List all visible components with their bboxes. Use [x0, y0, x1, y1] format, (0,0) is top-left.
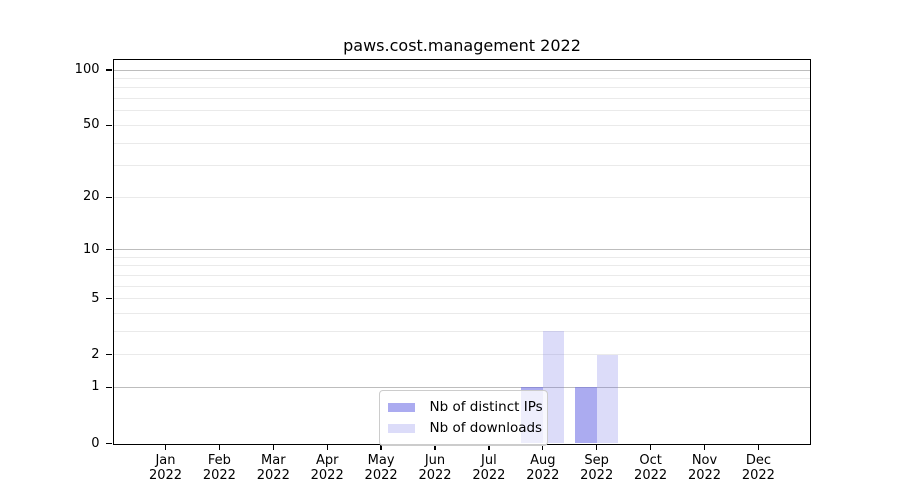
x-tick-month: Jul [481, 452, 497, 468]
gridline-80 [113, 87, 810, 89]
x-tick-month: Aug [530, 452, 556, 468]
x-tick-label-oct: Oct 2022 [634, 453, 667, 484]
bar-aug-nb-of-downloads [542, 331, 565, 444]
x-tick-year: 2022 [687, 468, 722, 483]
x-tick-year: 2022 [418, 468, 452, 483]
y-tick-label-20: 20 [82, 189, 100, 205]
x-tick-mar [272, 443, 274, 450]
x-tick-may [380, 443, 382, 450]
gridline-1 [113, 386, 810, 388]
y-tick-50 [105, 124, 112, 127]
x-tick-year: 2022 [364, 468, 398, 483]
x-tick-month: Oct [639, 452, 662, 468]
x-tick-label-may: May 2022 [365, 453, 398, 484]
gridline-100 [113, 69, 810, 71]
x-tick-label-jan: Jan 2022 [149, 453, 182, 484]
x-tick-label-mar: Mar 2022 [257, 453, 290, 484]
gridline-4 [113, 312, 810, 314]
gridline-30 [113, 165, 810, 167]
gridline-70 [113, 98, 810, 100]
x-tick-year: 2022 [741, 468, 775, 483]
gridline-40 [113, 142, 810, 144]
x-tick-apr [326, 443, 328, 450]
gridline-6 [113, 285, 810, 287]
gridline-3 [113, 330, 810, 332]
y-tick-5 [105, 297, 112, 300]
bar-sep-nb-of-downloads [596, 354, 619, 444]
gridline-9 [113, 256, 810, 258]
y-tick-1 [105, 386, 112, 389]
x-tick-year: 2022 [310, 468, 344, 483]
x-tick-month: Apr [315, 452, 339, 468]
x-tick-year: 2022 [256, 468, 290, 483]
x-tick-feb [218, 443, 221, 450]
x-tick-month: Jan [155, 452, 176, 468]
legend-label-nb-of-downloads: Nb of downloads [429, 420, 543, 436]
gridline-90 [113, 78, 810, 80]
y-tick-label-10: 10 [82, 241, 100, 257]
x-tick-oct [649, 443, 652, 450]
x-tick-label-aug: Aug 2022 [526, 453, 559, 484]
x-tick-month: Jun [424, 452, 446, 468]
x-tick-label-jul: Jul 2022 [472, 453, 505, 484]
x-tick-year: 2022 [472, 468, 506, 483]
y-tick-label-2: 2 [91, 346, 100, 362]
x-tick-month: Feb [207, 452, 231, 468]
gridline-2 [113, 354, 810, 356]
gridline-10 [113, 249, 810, 250]
x-tick-month: Mar [261, 452, 286, 468]
y-tick-0 [105, 442, 112, 445]
gridline-20 [113, 196, 810, 198]
plot-area: 0 1 2 5 10 20 50 100 Jan 2022 Feb 2022 Mar 2022 Apr 20… [75, 58, 811, 483]
y-tick-label-50: 50 [82, 117, 100, 133]
x-tick-month: Dec [745, 452, 771, 468]
x-tick-month: Sep [584, 452, 609, 468]
legend-item-nb-of-distinct-ips: Nb of distinct IPs [387, 397, 543, 418]
x-tick-jul [488, 443, 490, 450]
x-tick-nov [703, 443, 706, 450]
x-tick-aug [542, 443, 544, 450]
legend-item-nb-of-downloads: Nb of downloads [387, 418, 542, 439]
y-tick-100 [105, 69, 112, 71]
y-tick-label-100: 100 [74, 62, 100, 78]
chart-title: paws.cost.management 2022 [343, 36, 581, 55]
y-tick-10 [105, 248, 112, 251]
gridline-8 [113, 265, 810, 267]
x-tick-year: 2022 [526, 468, 560, 483]
x-tick-label-feb: Feb 2022 [203, 453, 236, 484]
y-tick-label-1: 1 [91, 379, 100, 395]
x-tick-year: 2022 [634, 468, 668, 483]
x-tick-jan [164, 443, 167, 450]
x-tick-label-jun: Jun 2022 [418, 453, 451, 484]
legend-swatch-nb-of-distinct-ips [387, 402, 415, 412]
gridline-5 [113, 298, 810, 300]
x-tick-year: 2022 [202, 468, 236, 483]
x-tick-label-nov: Nov 2022 [688, 453, 721, 484]
gridline-50 [113, 124, 810, 126]
y-tick-20 [105, 196, 112, 198]
x-tick-sep [596, 443, 598, 450]
legend: Nb of distinct IPs Nb of downloads [378, 389, 548, 446]
x-tick-month: Nov [691, 452, 718, 468]
x-tick-label-dec: Dec 2022 [742, 453, 775, 484]
x-tick-label-sep: Sep 2022 [580, 453, 613, 484]
y-tick-2 [105, 353, 112, 356]
x-tick-jun [434, 443, 436, 450]
y-tick-label-0: 0 [91, 435, 100, 451]
x-tick-year: 2022 [148, 468, 183, 483]
x-tick-label-apr: Apr 2022 [311, 453, 344, 484]
legend-label-nb-of-distinct-ips: Nb of distinct IPs [429, 399, 543, 415]
legend-swatch-nb-of-downloads [387, 423, 415, 433]
gridline-7 [113, 274, 810, 276]
bar-sep-nb-of-distinct-ips [575, 387, 597, 444]
y-tick-label-5: 5 [91, 290, 100, 306]
x-tick-year: 2022 [580, 468, 614, 483]
gridline-60 [113, 110, 810, 112]
x-tick-dec [757, 443, 760, 450]
x-tick-month: May [367, 452, 395, 468]
